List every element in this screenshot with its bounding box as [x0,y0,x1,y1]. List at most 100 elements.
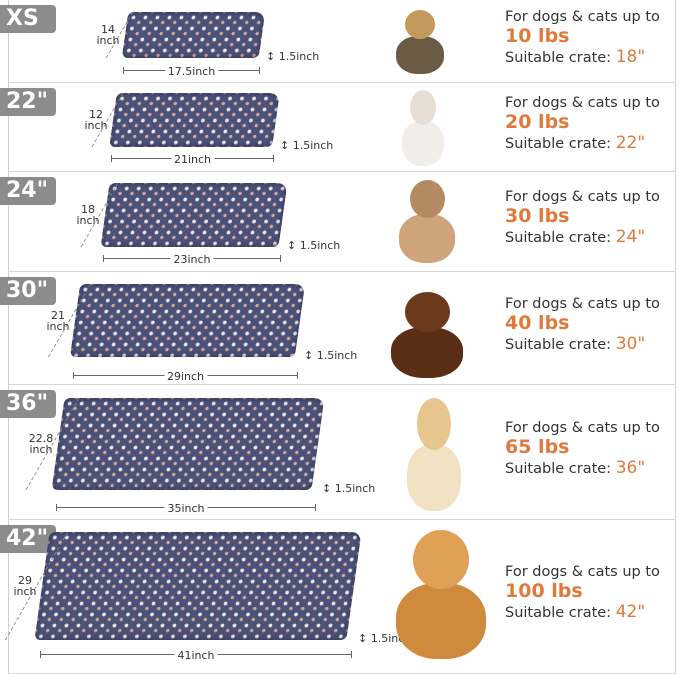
size-info: For dogs & cats up to 30 lbs Suitable cr… [505,189,660,247]
depth-label: 18 inch [73,204,103,226]
depth-unit: inch [29,443,53,456]
crate-text: Suitable crate: 30" [505,334,660,354]
size-tag: 22" [0,88,56,116]
depth-label: 29 inch [10,575,40,597]
pet-type-text: For dogs & cats up to [505,94,660,111]
crate-text: Suitable crate: 42" [505,602,660,622]
depth-label: 22.8 inch [26,433,56,455]
size-tag: 30" [0,277,56,305]
depth-value: 22.8 [28,432,54,445]
weight-limit: 100 lbs [505,580,583,602]
ragdoll-cat-image [397,90,449,168]
size-tag: XS [0,5,56,33]
size-row [8,172,676,272]
thickness-label: ↕ 1.5inch [304,349,358,362]
thickness-value: 1.5inch [334,482,376,495]
chart-frame [8,0,676,674]
depth-label: 12 inch [81,109,111,131]
depth-unit: inch [46,319,70,333]
crate-text: Suitable crate: 18" [505,47,660,67]
crate-label: Suitable crate: [505,230,612,246]
thickness-label: ↕ 1.5inch [322,482,376,495]
size-tag: 36" [0,390,56,418]
thickness-value: 1.5inch [299,239,341,252]
thickness-value: 1.5inch [278,50,320,63]
crate-size: 18" [615,46,646,67]
width-line: 41inch [40,649,352,662]
crate-size: 22" [615,132,646,153]
size-info: For dogs & cats up to 100 lbs Suitable c… [505,564,660,622]
pet-type-text: For dogs & cats up to [505,295,660,312]
dachshund-dog-image [382,292,472,380]
depth-label: 14 inch [93,24,123,46]
width-line: 29inch [73,370,298,383]
crate-label: Suitable crate: [505,605,612,621]
size-row [8,83,676,172]
width-line: 21inch [111,153,274,166]
depth-value: 18 [81,203,95,216]
thickness-label: ↕ 1.5inch [266,50,320,63]
crate-size: 24" [615,227,646,247]
french-bulldog-image [392,180,462,265]
size-tag: 24" [0,177,56,205]
size-row [8,0,676,83]
pet-type-text: For dogs & cats up to [505,564,660,580]
weight-limit: 20 lbs [505,110,570,133]
weight-limit: 10 lbs [505,24,570,47]
crate-text: Suitable crate: 36" [505,458,660,478]
mat-image [100,183,288,247]
depth-value: 29 [18,574,32,587]
depth-value: 14 [101,23,115,36]
depth-unit: inch [96,34,120,47]
depth-unit: inch [76,214,100,227]
pet-type-text: For dogs & cats up to [505,8,660,25]
golden-retriever-puppy-image [400,398,468,513]
size-info: For dogs & cats up to 65 lbs Suitable cr… [505,420,660,478]
depth-label: 21 inch [43,310,73,332]
width-label: 23inch [170,253,214,266]
thickness-label: ↕ 1.5inch [280,139,334,152]
golden-retriever-dog-image [385,530,497,662]
width-label: 41inch [174,649,218,662]
width-line: 23inch [103,253,281,266]
mat-image [109,93,280,147]
width-line: 17.5inch [123,65,260,78]
thickness-label: ↕ 1.5inch [287,239,341,252]
width-label: 29inch [163,370,208,383]
crate-label: Suitable crate: [505,49,612,66]
pet-type-text: For dogs & cats up to [505,419,660,436]
yorkshire-terrier-dog-image [390,10,450,75]
depth-value: 12 [89,108,103,121]
thickness-value: 1.5inch [316,349,358,362]
pet-type-text: For dogs & cats up to [505,189,660,205]
width-label: 35inch [164,502,208,515]
crate-label: Suitable crate: [505,460,612,477]
crate-label: Suitable crate: [505,336,612,353]
width-label: 21inch [170,153,215,166]
depth-value: 21 [51,308,65,322]
weight-limit: 30 lbs [505,205,570,227]
size-info: For dogs & cats up to 20 lbs Suitable cr… [505,95,660,153]
crate-size: 42" [615,602,646,622]
mat-image [51,398,325,490]
crate-size: 36" [615,457,646,478]
weight-limit: 40 lbs [505,311,570,334]
size-info: For dogs & cats up to 40 lbs Suitable cr… [505,296,660,354]
size-tag: 42" [0,525,56,553]
crate-text: Suitable crate: 22" [505,133,660,153]
crate-label: Suitable crate: [505,135,612,152]
width-label: 17.5inch [164,65,219,78]
depth-unit: inch [84,119,108,132]
size-row [8,385,676,520]
mat-image [34,532,362,640]
mat-image [121,12,266,58]
depth-unit: inch [13,585,37,598]
crate-text: Suitable crate: 24" [505,227,660,247]
crate-size: 30" [615,333,646,354]
thickness-value: 1.5inch [292,139,334,152]
size-info: For dogs & cats up to 10 lbs Suitable cr… [505,9,660,67]
mat-image [69,284,306,357]
width-line: 35inch [56,502,316,515]
weight-limit: 65 lbs [505,435,570,458]
size-row [8,272,676,385]
